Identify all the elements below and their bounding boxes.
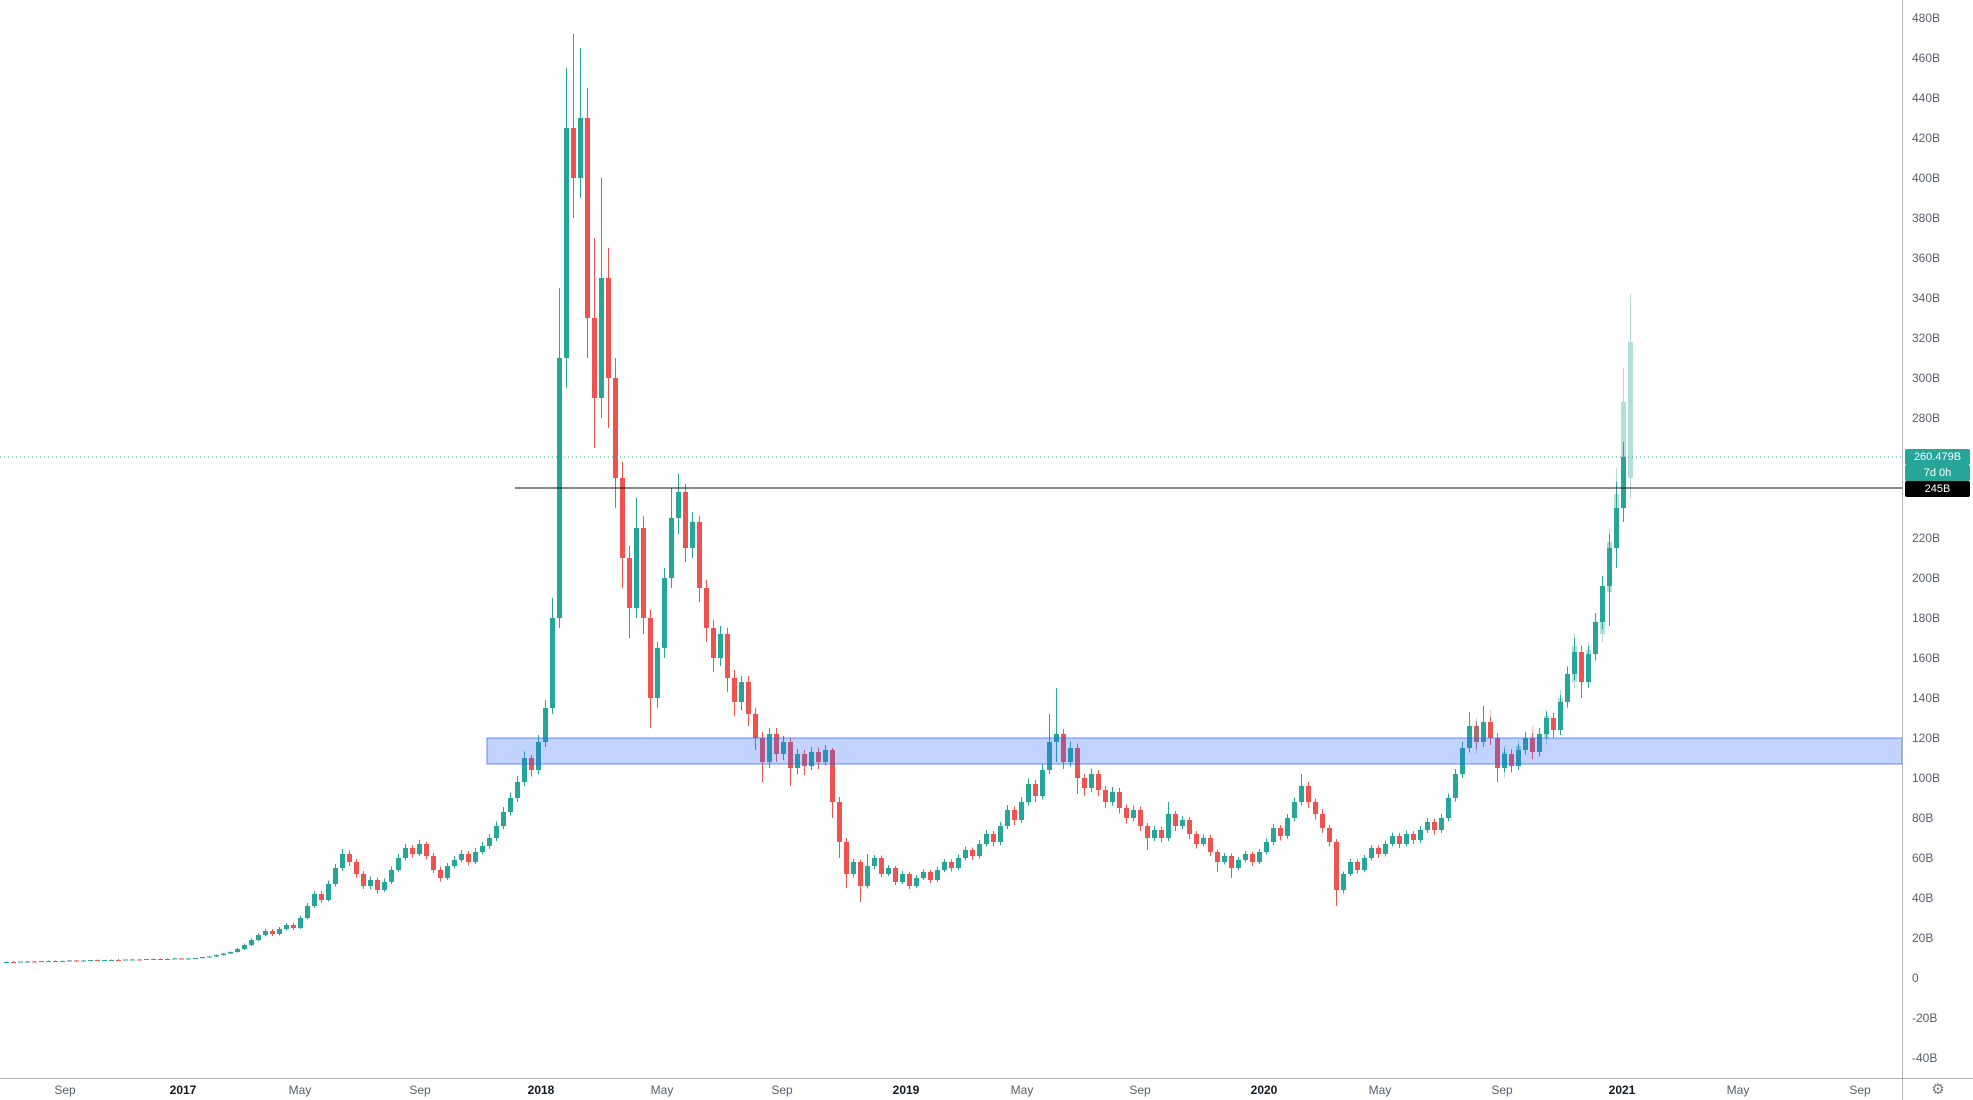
time-axis[interactable]: Sep 2017 May Sep 2018 May Sep 2019 May Sep 2020 May… [0, 1078, 1902, 1100]
price-tick-label: -20B [1912, 1011, 1938, 1025]
price-tick-label: 300B [1912, 371, 1941, 385]
price-axis[interactable]: 260.479B 7d 0h 245B -40B -20B 0 20B 40B 60B 80… [1902, 0, 1973, 1078]
time-tick-label: Sep [1491, 1083, 1513, 1097]
time-tick-label: May [1010, 1083, 1034, 1097]
price-tick-label: 440B [1912, 91, 1941, 105]
price-chart-pane[interactable] [0, 0, 1902, 1078]
price-tick-label: 60B [1912, 851, 1934, 865]
candlestick-svg[interactable] [0, 0, 1902, 1078]
price-tick-label: -40B [1912, 1051, 1938, 1065]
gear-icon[interactable]: ⚙ [1931, 1081, 1945, 1098]
price-tick-label: 380B [1912, 211, 1941, 225]
price-tick-label: 140B [1912, 691, 1941, 705]
price-tick-label: 200B [1912, 571, 1941, 585]
time-tick-label: 2019 [892, 1083, 920, 1097]
time-tick-label: May [1368, 1083, 1392, 1097]
price-tick-label: 0 [1912, 971, 1919, 985]
price-tick-label: 100B [1912, 771, 1941, 785]
time-tick-label: May [1726, 1083, 1750, 1097]
current-price-badge: 260.479B [1905, 449, 1970, 465]
time-tick-label: 2017 [169, 1083, 197, 1097]
price-tick-label: 460B [1912, 51, 1941, 65]
overlay-candles-layer [1474, 294, 1633, 778]
time-tick-label: Sep [1849, 1083, 1871, 1097]
time-tick-label: 2021 [1608, 1083, 1636, 1097]
price-tick-label: 400B [1912, 171, 1941, 185]
price-tick-label: 80B [1912, 811, 1934, 825]
price-tick-label: 160B [1912, 651, 1941, 665]
price-tick-label: 280B [1912, 411, 1941, 425]
candles-layer [4, 34, 1626, 963]
price-tick-label: 420B [1912, 131, 1941, 145]
support-zone[interactable] [486, 737, 1902, 765]
candle-countdown-badge: 7d 0h [1905, 465, 1970, 481]
price-tick-label: 20B [1912, 931, 1934, 945]
time-tick-label: Sep [1129, 1083, 1151, 1097]
price-tick-label: 40B [1912, 891, 1934, 905]
price-tick-label: 340B [1912, 291, 1941, 305]
time-tick-label: May [288, 1083, 312, 1097]
price-tick-label: 480B [1912, 11, 1941, 25]
price-tick-label: 120B [1912, 731, 1941, 745]
price-tick-label: 180B [1912, 611, 1941, 625]
price-tick-label: 360B [1912, 251, 1941, 265]
axis-settings-corner: ⚙ [1902, 1078, 1973, 1100]
price-tick-label: 320B [1912, 331, 1941, 345]
time-tick-label: Sep [54, 1083, 76, 1097]
time-tick-label: Sep [771, 1083, 793, 1097]
time-tick-label: 2018 [527, 1083, 555, 1097]
level-price-badge[interactable]: 245B [1905, 481, 1970, 497]
price-tick-label: 220B [1912, 531, 1941, 545]
time-tick-label: 2020 [1250, 1083, 1278, 1097]
time-tick-label: May [650, 1083, 674, 1097]
time-tick-label: Sep [409, 1083, 431, 1097]
